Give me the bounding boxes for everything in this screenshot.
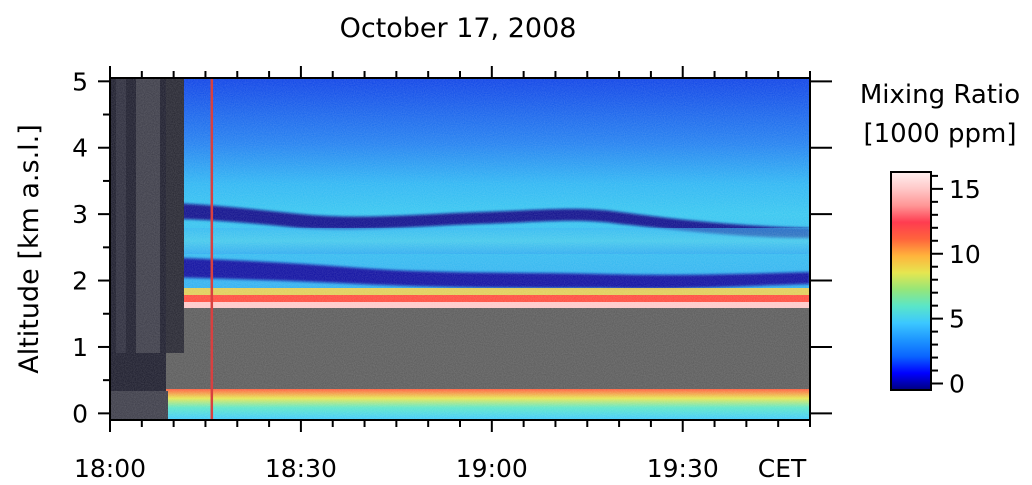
y-axis-label: Altitude [km a.s.l.]: [14, 124, 45, 374]
heatmap-area: [110, 78, 810, 420]
colorbar-title-line2: [1000 ppm]: [863, 119, 1016, 149]
colorbar-tick-label: 15: [949, 175, 981, 204]
y-tick-label: 3: [72, 200, 88, 229]
noise-texture: [110, 78, 810, 420]
colorbar-tick-label: 10: [949, 240, 981, 269]
colorbar: [890, 171, 932, 391]
y-tick-label: 1: [72, 333, 88, 362]
y-axis: 0 1 2 3 4 5: [72, 67, 832, 428]
y-tick-label: 2: [72, 267, 88, 296]
colorbar-tick-label: 0: [949, 370, 965, 399]
x-axis-unit-label: CET: [758, 454, 807, 483]
y-tick-label: 4: [72, 134, 88, 163]
x-tick-label: 18:30: [265, 454, 337, 483]
x-axis: 18:00 18:30 19:00 19:30: [74, 66, 811, 483]
colorbar-title-line1: Mixing Ratio: [860, 80, 1020, 110]
colorbar-tick-label: 5: [949, 305, 965, 334]
chart-title: October 17, 2008: [340, 13, 577, 44]
y-tick-label: 5: [72, 67, 88, 96]
y-tick-label: 0: [72, 399, 88, 428]
x-tick-label: 18:00: [74, 454, 146, 483]
colorbar-axis: 0 5 10 15: [931, 175, 981, 399]
x-tick-label: 19:00: [456, 454, 528, 483]
x-tick-label: 19:30: [647, 454, 719, 483]
